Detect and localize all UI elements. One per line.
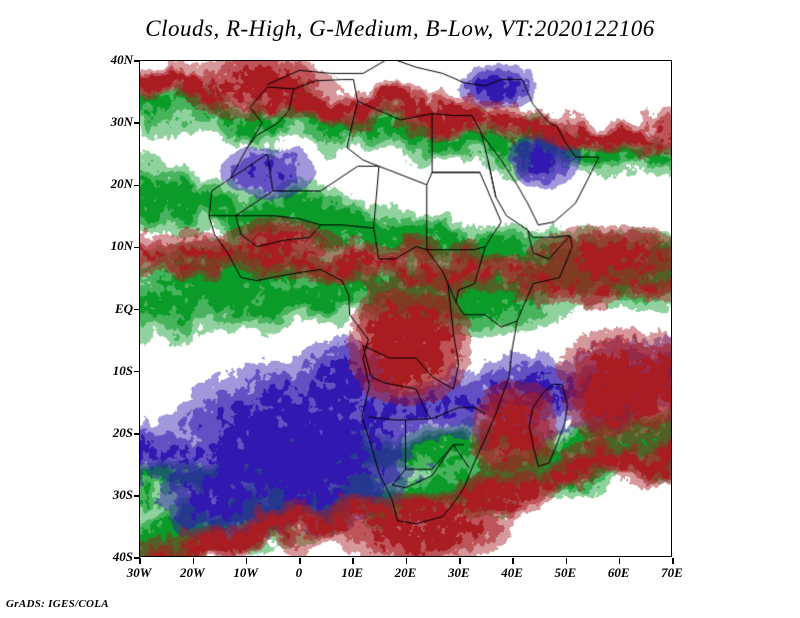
x-axis-tick-label: 60E <box>607 565 630 580</box>
y-axis-tick <box>134 60 140 62</box>
x-axis-tick-label: 30E <box>447 565 470 580</box>
x-axis-tick <box>245 558 248 564</box>
y-axis-tick <box>134 308 140 311</box>
y-axis-tick <box>134 122 140 124</box>
x-axis-tick <box>618 558 621 564</box>
y-axis-tick-label: 30S <box>112 486 133 502</box>
x-axis-tick <box>352 558 354 564</box>
x-axis-tick-label: 70E <box>661 565 683 580</box>
y-axis-tick <box>134 433 140 435</box>
x-axis-tick <box>139 558 141 564</box>
x-axis-tick <box>459 558 461 564</box>
x-axis-tick-label: 0 <box>295 565 303 580</box>
y-axis-tick-label: 20N <box>110 176 133 192</box>
x-axis-tick <box>192 558 195 564</box>
cloud-composite-canvas <box>140 61 671 556</box>
y-axis-tick-label: 40N <box>110 52 133 67</box>
x-axis-tick <box>405 558 408 564</box>
x-axis-tick <box>565 558 568 564</box>
x-axis-tick-label: 10E <box>341 565 364 580</box>
y-axis-tick-label: EQ <box>114 300 133 316</box>
map-plot-area[interactable] <box>134 60 674 564</box>
y-axis-tick <box>134 246 140 249</box>
x-axis-tick-label: 30W <box>126 565 152 580</box>
y-axis-tick-label: 30N <box>110 114 133 130</box>
footer-credit: GrADS: IGES/COLA <box>6 598 109 610</box>
x-axis-tick-label: 40E <box>501 565 523 580</box>
y-axis-tick-label: 20S <box>112 424 133 440</box>
y-axis-tick <box>134 370 140 373</box>
page-title: Clouds, R-High, G-Medium, B-Low, VT:2020… <box>145 16 655 41</box>
y-axis-labels: 40N 30N 20N 10N EQ 10S 20S 30S 40S <box>95 52 133 564</box>
x-axis-labels: 30W 20W 10W 0 10E 20E 30E 40E 50E 60E 70E <box>127 565 683 585</box>
x-axis-tick <box>512 558 514 564</box>
x-axis-tick <box>672 558 674 564</box>
x-axis-tick <box>299 558 301 564</box>
y-axis-tick-label: 10S <box>112 362 133 378</box>
y-axis-tick-label: 40S <box>112 549 133 564</box>
y-axis-tick-label: 10N <box>110 238 133 254</box>
y-axis-tick <box>134 184 140 186</box>
x-axis-tick-label: 20W <box>180 565 205 580</box>
x-axis-tick-label: 50E <box>554 565 577 580</box>
y-axis-tick <box>134 557 140 559</box>
x-axis-tick-label: 10W <box>233 565 258 580</box>
x-axis-tick-label: 20E <box>394 565 417 580</box>
y-axis-tick <box>134 495 140 497</box>
